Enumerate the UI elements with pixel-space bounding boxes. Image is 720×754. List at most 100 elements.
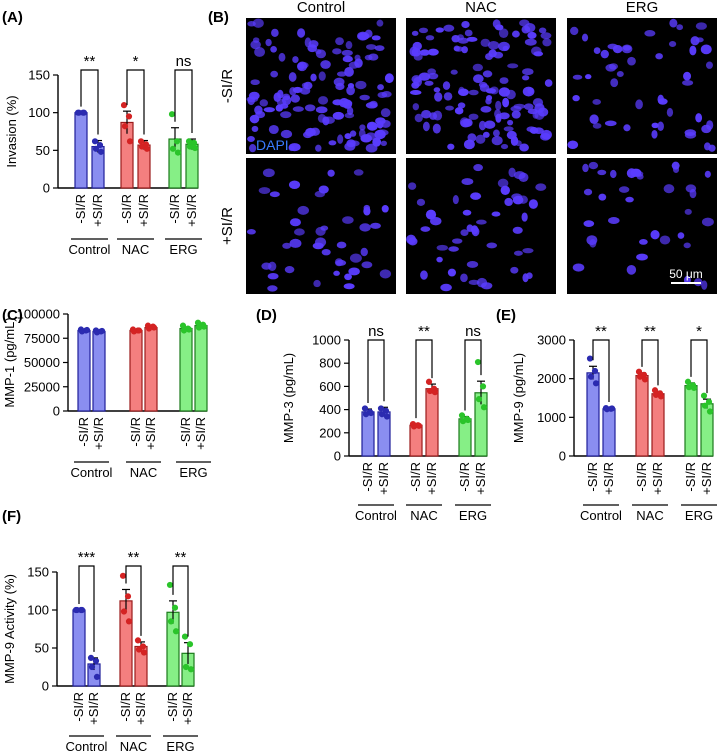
condition-label: -SI/R	[360, 462, 375, 492]
condition-label: +SI/R	[90, 194, 105, 227]
nucleus	[625, 196, 634, 203]
condition-label: -SI/R	[585, 462, 600, 492]
nucleus	[344, 66, 354, 77]
condition-label: +SI/R	[143, 417, 158, 450]
data-point	[98, 327, 106, 335]
nucleus	[416, 198, 426, 207]
nucleus	[498, 112, 510, 120]
nucleus	[519, 143, 529, 152]
data-point	[690, 384, 698, 392]
nucleus	[305, 127, 316, 137]
nucleus	[513, 250, 523, 256]
nucleus	[512, 30, 520, 38]
nucleus	[701, 124, 712, 134]
nucleus	[466, 36, 478, 42]
nucleus	[600, 49, 609, 59]
significance-label: ***	[78, 549, 96, 566]
nucleus	[540, 133, 551, 141]
nucleus	[497, 178, 509, 188]
data-point	[168, 111, 176, 118]
data-point	[92, 657, 100, 665]
nucleus	[593, 47, 601, 54]
condition-label: -SI/R	[73, 194, 88, 224]
bar-nac-plus	[425, 388, 439, 457]
nucleus	[265, 38, 272, 47]
nucleus	[583, 220, 595, 228]
nucleus	[307, 44, 318, 53]
y-tick-label: 0	[42, 679, 49, 694]
condition-label: -SI/R	[634, 462, 649, 492]
nucleus	[354, 58, 363, 68]
nucleus	[618, 186, 630, 193]
nucleus	[453, 46, 464, 52]
nucleus	[315, 49, 327, 59]
condition-label: +SI/R	[601, 462, 616, 495]
nucleus	[293, 228, 305, 236]
nucleus	[589, 114, 599, 125]
nucleus	[447, 268, 457, 277]
condition-label: +SI/R	[136, 194, 151, 227]
nucleus	[482, 70, 493, 78]
group-label: ERG	[169, 242, 197, 257]
nucleus	[604, 120, 617, 127]
data-point	[97, 148, 105, 155]
nucleus	[349, 130, 357, 137]
data-point	[195, 324, 203, 331]
y-tick-label: 0	[559, 449, 566, 464]
data-point	[130, 328, 138, 335]
nucleus	[359, 124, 366, 131]
data-point	[603, 406, 611, 413]
nucleus	[292, 106, 304, 112]
nucleus	[296, 62, 305, 71]
nucleus	[480, 106, 492, 113]
data-point	[459, 418, 467, 425]
data-point	[172, 628, 180, 635]
nucleus	[540, 32, 552, 40]
data-point	[684, 378, 692, 385]
nucleus	[639, 238, 648, 245]
condition-label: -SI/R	[128, 417, 143, 447]
nucleus	[494, 24, 504, 31]
nucleus	[280, 129, 293, 139]
nucleus	[312, 242, 324, 250]
nucleus	[252, 18, 264, 28]
data-point	[635, 368, 643, 375]
nucleus	[349, 253, 362, 263]
nucleus	[454, 107, 464, 115]
nucleus	[424, 80, 434, 86]
nucleus	[705, 61, 713, 69]
nucleus	[380, 140, 387, 146]
nucleus	[657, 121, 664, 131]
nucleus	[503, 126, 514, 132]
nucleus	[343, 283, 355, 290]
y-tick-label: 50000	[24, 355, 60, 370]
y-tick-label: 75000	[24, 331, 60, 346]
nucleus	[310, 73, 317, 82]
nucleus	[572, 74, 583, 80]
nucleus	[542, 38, 552, 47]
data-point	[125, 618, 133, 625]
nucleus	[626, 264, 637, 275]
significance-bracket	[641, 339, 659, 386]
data-point	[140, 649, 148, 656]
nucleus	[526, 272, 533, 280]
nucleus	[695, 37, 704, 43]
micrograph-nac-plus	[406, 158, 556, 294]
y-tick-label: 100	[28, 105, 50, 120]
nucleus	[435, 27, 444, 33]
nucleus	[421, 110, 432, 119]
bar-control-minus	[361, 411, 375, 457]
y-tick-label: 400	[319, 402, 341, 417]
nucleus	[370, 222, 381, 229]
nucleus	[655, 53, 663, 60]
condition-label: -SI/R	[457, 462, 472, 492]
y-tick-label: 100	[27, 603, 49, 618]
nucleus	[544, 79, 553, 87]
nucleus	[513, 103, 526, 109]
nucleus	[507, 119, 514, 126]
nucleus	[408, 182, 417, 190]
nucleus	[598, 193, 607, 201]
nucleus	[371, 35, 381, 41]
